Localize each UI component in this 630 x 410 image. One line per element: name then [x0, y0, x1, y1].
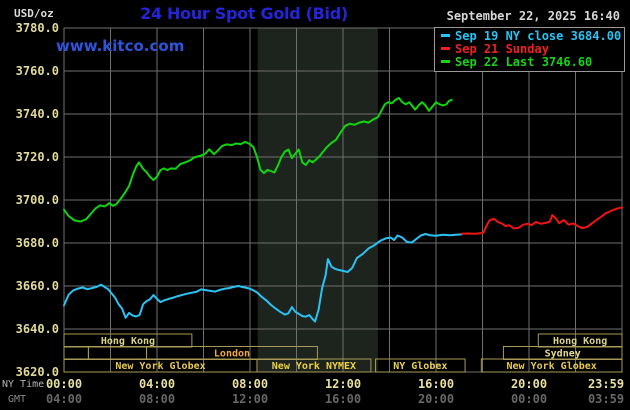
x-axis-tick-label: 00:00: [45, 377, 83, 391]
session-label: New York NYMEX: [272, 361, 356, 372]
x-axis-tick-label: 16:00: [417, 377, 455, 391]
x-axis-tick-label: 12:00: [324, 377, 362, 391]
legend-item-sep19: Sep 19 NY close 3684.00: [440, 30, 624, 43]
legend-item-label: Sep 22 Last 3746.60: [455, 55, 593, 69]
x-axis-tick-label: 03:59: [587, 392, 625, 406]
sep22-price-line: [63, 96, 453, 223]
y-axis-tick-label: 3640.0: [15, 322, 59, 336]
session-box: [63, 346, 89, 360]
session-label: Hong Kong: [553, 336, 607, 347]
sep19-price-line: [63, 233, 463, 323]
session-box: [256, 358, 372, 373]
y-axis-tick-label: 3740.0: [15, 107, 59, 121]
legend: Sep 19 NY close 3684.00 Sep 21 Sunday Se…: [434, 27, 625, 72]
y-axis-tick-label: 3700.0: [15, 193, 59, 207]
y-axis-tick-label: 3720.0: [15, 150, 59, 164]
legend-item-sep22: Sep 22 Last 3746.60: [440, 56, 624, 69]
y-axis-tick-label: 3680.0: [15, 236, 59, 250]
chart-datetime: September 22, 2025 16:40: [446, 9, 620, 23]
session-label: Sydney: [545, 349, 581, 360]
y-axis-tick-label: 3780.0: [15, 21, 59, 35]
x-axis-tick-label: 00:00: [510, 392, 548, 406]
legend-item-sep21: Sep 21 Sunday: [440, 43, 624, 56]
chart-title: 24 Hour Spot Gold (Bid): [140, 4, 348, 23]
y-axis-unit-label: USD/oz: [14, 7, 54, 20]
x-axis-tick-label: 12:00: [231, 392, 269, 406]
session-label: NY Globex: [393, 361, 447, 372]
x-axis-tick-label: 16:00: [324, 392, 362, 406]
session-label: New York Globex: [115, 361, 205, 372]
legend-item-label: Sep 19 NY close 3684.00: [455, 29, 622, 43]
x-axis-tick-label: 20:00: [417, 392, 455, 406]
sep19-line-swatch-icon: [441, 33, 450, 37]
session-label: Hong Kong: [101, 336, 155, 347]
sep21-price-line: [460, 206, 623, 235]
x-axis-tick-label: 08:00: [138, 392, 176, 406]
x-axis-tick-label: 23:59: [587, 377, 625, 391]
sep21-line-swatch-icon: [441, 46, 450, 50]
session-box: [375, 358, 466, 373]
y-axis-tick-label: 3660.0: [15, 279, 59, 293]
y-axis-tick-label: 3620.0: [15, 365, 59, 379]
x-axis-tick-label: 20:00: [510, 377, 548, 391]
session-label: London: [214, 349, 250, 360]
legend-item-label: Sep 21 Sunday: [455, 42, 549, 56]
sep22-line-swatch-icon: [441, 59, 450, 63]
x-axis-tick-label: 04:00: [45, 392, 83, 406]
gmt-axis-label: GMT: [8, 394, 27, 405]
x-axis-tick-label: 04:00: [138, 377, 176, 391]
x-axis-tick-label: 08:00: [231, 377, 269, 391]
session-label: New York Globex: [507, 361, 597, 372]
y-axis-tick-label: 3760.0: [15, 64, 59, 78]
ny-time-axis-label: NY Time: [2, 379, 45, 390]
session-box: [480, 358, 623, 373]
kitco-watermark-link[interactable]: www.kitco.com: [56, 37, 185, 55]
session-box: [87, 346, 148, 360]
